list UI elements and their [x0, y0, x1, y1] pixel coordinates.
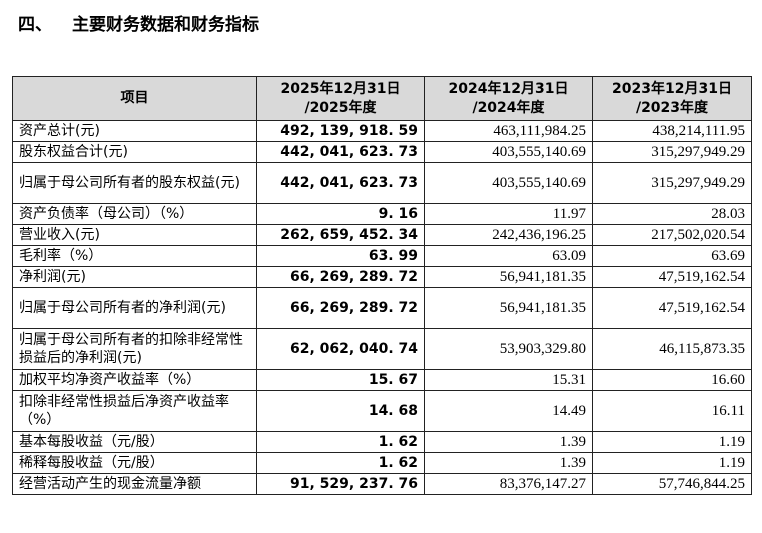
- row-label: 净利润(元): [12, 266, 257, 288]
- value-2023: 28.03: [592, 203, 752, 225]
- value-2025: 15. 67: [256, 369, 425, 391]
- value-2025: 14. 68: [256, 390, 425, 432]
- value-2023: 217,502,020.54: [592, 224, 752, 246]
- value-2024: 403,555,140.69: [424, 162, 593, 204]
- header-2024: 2024年12月31日 /2024年度: [424, 76, 593, 121]
- value-2023: 47,519,162.54: [592, 287, 752, 329]
- row-label: 毛利率（%）: [12, 245, 257, 267]
- table-row: 归属于母公司所有者的股东权益(元) 442, 041, 623. 73 403,…: [12, 162, 752, 204]
- table-row: 经营活动产生的现金流量净额 91, 529, 237. 76 83,376,14…: [12, 473, 752, 495]
- value-2025: 442, 041, 623. 73: [256, 162, 425, 204]
- row-label: 归属于母公司所有者的净利润(元): [12, 287, 257, 329]
- value-2025: 492, 139, 918. 59: [256, 120, 425, 142]
- table-row: 股东权益合计(元) 442, 041, 623. 73 403,555,140.…: [12, 141, 752, 163]
- value-2025: 91, 529, 237. 76: [256, 473, 425, 495]
- table-row: 基本每股收益（元/股） 1. 62 1.39 1.19: [12, 431, 752, 453]
- table-row: 资产总计(元) 492, 139, 918. 59 463,111,984.25…: [12, 120, 752, 142]
- header-item: 项目: [12, 76, 257, 121]
- table-row: 营业收入(元) 262, 659, 452. 34 242,436,196.25…: [12, 224, 752, 246]
- row-label: 归属于母公司所有者的扣除非经常性损益后的净利润(元): [12, 328, 257, 370]
- row-label: 资产负债率（母公司）（%）: [12, 203, 257, 225]
- value-2023: 315,297,949.29: [592, 162, 752, 204]
- value-2023: 438,214,111.95: [592, 120, 752, 142]
- row-label: 稀释每股收益（元/股）: [12, 452, 257, 474]
- row-label: 营业收入(元): [12, 224, 257, 246]
- value-2024: 53,903,329.80: [424, 328, 593, 370]
- value-2023: 57,746,844.25: [592, 473, 752, 495]
- row-label: 资产总计(元): [12, 120, 257, 142]
- value-2023: 315,297,949.29: [592, 141, 752, 163]
- row-label: 扣除非经常性损益后净资产收益率（%）: [12, 390, 257, 432]
- value-2024: 403,555,140.69: [424, 141, 593, 163]
- table-row: 毛利率（%） 63. 99 63.09 63.69: [12, 245, 752, 267]
- table-row: 资产负债率（母公司）（%） 9. 16 11.97 28.03: [12, 203, 752, 225]
- value-2023: 16.11: [592, 390, 752, 432]
- value-2024: 63.09: [424, 245, 593, 267]
- row-label: 股东权益合计(元): [12, 141, 257, 163]
- value-2023: 46,115,873.35: [592, 328, 752, 370]
- value-2025: 262, 659, 452. 34: [256, 224, 425, 246]
- table-row: 加权平均净资产收益率（%） 15. 67 15.31 16.60: [12, 369, 752, 391]
- value-2023: 16.60: [592, 369, 752, 391]
- value-2024: 1.39: [424, 452, 593, 474]
- value-2024: 56,941,181.35: [424, 287, 593, 329]
- row-label: 基本每股收益（元/股）: [12, 431, 257, 453]
- value-2025: 1. 62: [256, 431, 425, 453]
- value-2025: 66, 269, 289. 72: [256, 266, 425, 288]
- value-2024: 11.97: [424, 203, 593, 225]
- value-2025: 63. 99: [256, 245, 425, 267]
- row-label: 经营活动产生的现金流量净额: [12, 473, 257, 495]
- value-2023: 47,519,162.54: [592, 266, 752, 288]
- value-2023: 1.19: [592, 452, 752, 474]
- value-2025: 9. 16: [256, 203, 425, 225]
- value-2025: 66, 269, 289. 72: [256, 287, 425, 329]
- table-header-row: 项目 2025年12月31日 /2025年度 2024年12月31日 /2024…: [12, 76, 752, 121]
- value-2024: 1.39: [424, 431, 593, 453]
- table-row: 扣除非经常性损益后净资产收益率（%） 14. 68 14.49 16.11: [12, 390, 752, 432]
- financial-data-table: 项目 2025年12月31日 /2025年度 2024年12月31日 /2024…: [12, 76, 752, 495]
- table-row: 归属于母公司所有者的净利润(元) 66, 269, 289. 72 56,941…: [12, 287, 752, 329]
- value-2024: 14.49: [424, 390, 593, 432]
- section-heading: 四、 主要财务数据和财务指标: [18, 10, 259, 35]
- value-2024: 463,111,984.25: [424, 120, 593, 142]
- value-2023: 1.19: [592, 431, 752, 453]
- value-2023: 63.69: [592, 245, 752, 267]
- row-label: 加权平均净资产收益率（%）: [12, 369, 257, 391]
- header-2025: 2025年12月31日 /2025年度: [256, 76, 425, 121]
- value-2024: 15.31: [424, 369, 593, 391]
- table-row: 归属于母公司所有者的扣除非经常性损益后的净利润(元) 62, 062, 040.…: [12, 328, 752, 370]
- header-2023: 2023年12月31日 /2023年度: [592, 76, 752, 121]
- row-label: 归属于母公司所有者的股东权益(元): [12, 162, 257, 204]
- section-number: 四、: [18, 15, 52, 35]
- table-row: 稀释每股收益（元/股） 1. 62 1.39 1.19: [12, 452, 752, 474]
- value-2024: 83,376,147.27: [424, 473, 593, 495]
- value-2025: 62, 062, 040. 74: [256, 328, 425, 370]
- value-2024: 242,436,196.25: [424, 224, 593, 246]
- value-2025: 1. 62: [256, 452, 425, 474]
- value-2024: 56,941,181.35: [424, 266, 593, 288]
- section-title: 主要财务数据和财务指标: [72, 15, 259, 35]
- table-row: 净利润(元) 66, 269, 289. 72 56,941,181.35 47…: [12, 266, 752, 288]
- value-2025: 442, 041, 623. 73: [256, 141, 425, 163]
